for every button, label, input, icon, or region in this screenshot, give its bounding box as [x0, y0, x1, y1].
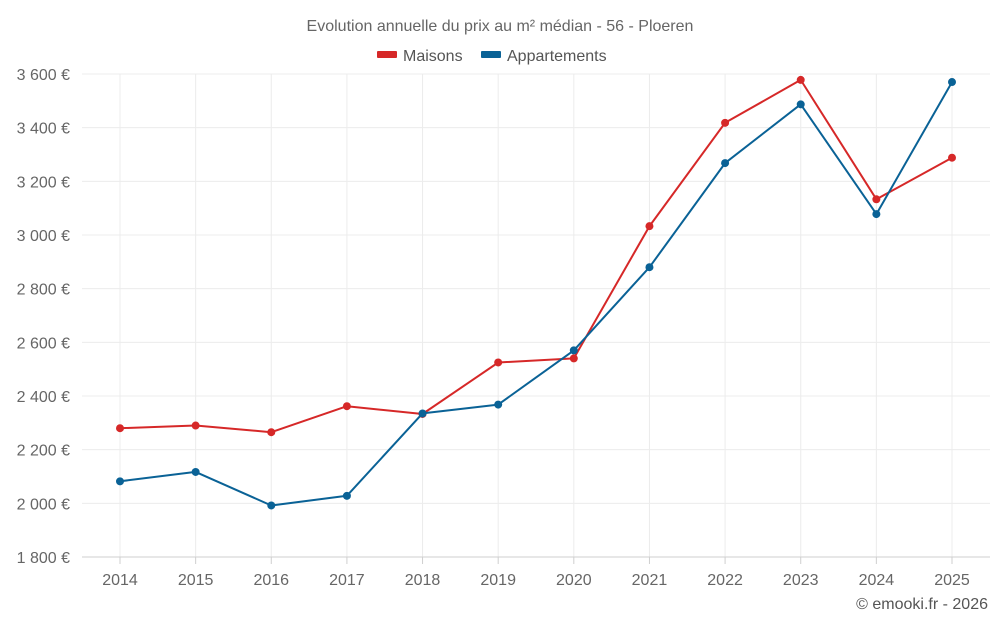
grid [82, 73, 990, 557]
y-tick-label: 2 800 € [17, 282, 70, 299]
x-tick-label: 2014 [102, 572, 138, 589]
x-tick-label: 2019 [480, 572, 516, 589]
legend-item-appartements[interactable]: Appartements [481, 48, 607, 65]
data-point-appartements[interactable] [418, 409, 427, 418]
data-point-appartements[interactable] [721, 159, 730, 168]
data-point-maisons[interactable] [116, 424, 124, 433]
x-tick-label: 2023 [783, 572, 819, 589]
data-point-appartements[interactable] [191, 467, 200, 476]
data-point-maisons[interactable] [267, 428, 276, 437]
x-tick-label: 2022 [707, 572, 743, 589]
y-tick-label: 3 200 € [17, 174, 70, 191]
y-tick-label: 3 600 € [17, 67, 70, 84]
data-point-appartements[interactable] [796, 100, 805, 109]
data-point-appartements[interactable] [494, 400, 503, 409]
data-point-appartements[interactable] [342, 491, 351, 500]
x-tick-label: 2016 [253, 572, 289, 589]
legend-item-maisons[interactable]: Maisons [377, 48, 463, 65]
y-tick-label: 3 400 € [17, 121, 70, 138]
data-point-maisons[interactable] [342, 402, 351, 411]
x-tick-label: 2017 [329, 572, 365, 589]
chart-title: Evolution annuelle du prix au m² médian … [307, 18, 694, 35]
axes: 1 800 € 2 000 € 2 200 € 2 400 € 2 600 € 2 800… [17, 67, 990, 589]
x-tick-label: 2015 [178, 572, 214, 589]
data-point-maisons[interactable] [645, 222, 654, 231]
legend-label-appartements[interactable]: Appartements [507, 48, 607, 65]
series-line-maisons[interactable] [119, 78, 953, 434]
y-tick-label: 3 000 € [17, 228, 70, 245]
data-point-maisons[interactable] [569, 354, 578, 363]
x-tick-label: 2025 [934, 572, 970, 589]
legend-label-maisons[interactable]: Maisons [403, 48, 463, 65]
data-point-maisons[interactable] [191, 421, 200, 430]
data-point-maisons[interactable] [948, 153, 956, 162]
credit-text: © emooki.fr - 2026 [856, 596, 988, 613]
y-tick-label: 2 600 € [17, 335, 70, 352]
x-tick-label: 2018 [405, 572, 441, 589]
series-maisons[interactable] [116, 75, 956, 437]
data-point-maisons[interactable] [721, 118, 730, 127]
data-point-appartements[interactable] [645, 263, 654, 272]
legend-swatch-maisons [377, 51, 397, 58]
series [116, 75, 956, 510]
data-point-maisons[interactable] [872, 195, 881, 204]
data-point-maisons[interactable] [796, 75, 805, 84]
data-point-appartements[interactable] [872, 210, 881, 219]
series-appartements[interactable] [116, 78, 956, 510]
x-tick-label: 2024 [859, 572, 895, 589]
y-tick-label: 2 200 € [17, 443, 70, 460]
x-tick-label: 2020 [556, 572, 592, 589]
y-tick-label: 2 000 € [17, 496, 70, 513]
y-tick-label: 1 800 € [17, 550, 70, 567]
data-point-appartements[interactable] [569, 346, 578, 355]
y-tick-label: 2 400 € [17, 389, 70, 406]
x-tick-label: 2021 [632, 572, 668, 589]
legend[interactable]: Maisons Appartements [377, 48, 607, 65]
data-point-appartements[interactable] [116, 477, 124, 486]
series-line-appartements[interactable] [119, 81, 953, 507]
data-point-appartements[interactable] [948, 78, 956, 87]
legend-swatch-appartements [481, 51, 501, 58]
data-point-maisons[interactable] [494, 358, 503, 367]
data-point-appartements[interactable] [267, 501, 276, 510]
